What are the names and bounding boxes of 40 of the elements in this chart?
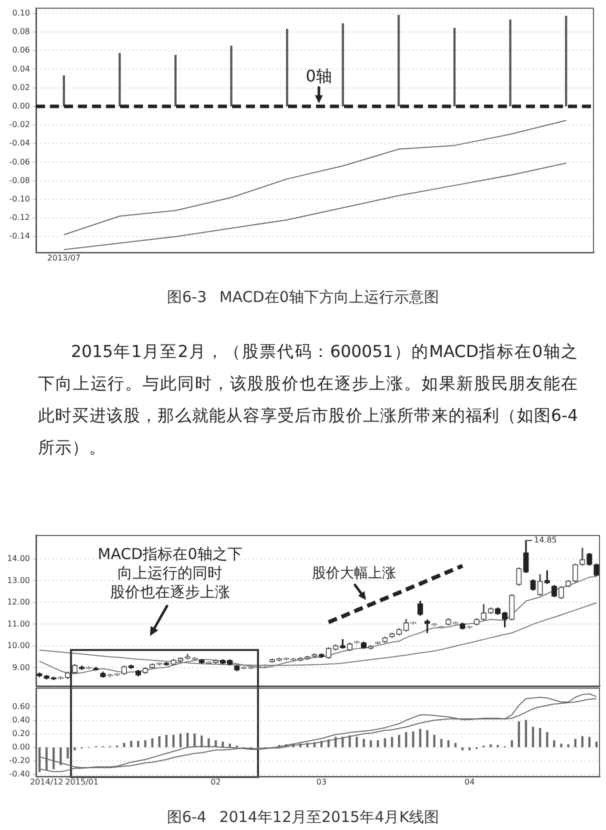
ref-line-label: 0轴 xyxy=(306,66,332,86)
text: 2015年1月至2月，（股票代码：600051）的MACD指标在0轴之下向上运行。与此同时，该股股价也在逐步上涨。如果新股民朋友能在此时买进该股，那么就能从容享受后市股价上涨所带来的福利（如图6-4所示）。 xyxy=(38,341,578,459)
y-tick-label: 11.00 xyxy=(7,619,30,628)
y-tick-label: 12.00 xyxy=(7,598,30,607)
x-tick-label: 2015/01 xyxy=(65,777,98,786)
y-tick-label: -0.04 xyxy=(9,138,30,148)
y-tick-label: 0.20 xyxy=(12,728,30,738)
y-tick-label: -0.14 xyxy=(9,232,30,241)
y-tick-label: -0.02 xyxy=(9,120,30,130)
y-tick-label: 0.06 xyxy=(12,46,30,55)
y-tick-label: 0.04 xyxy=(12,64,30,74)
y-tick-label: 0.00 xyxy=(12,742,30,752)
y-tick-label: 0.02 xyxy=(12,82,30,92)
y-tick-label: 0.10 xyxy=(12,8,30,18)
text: 图6-4 2014年12月至2015年4月K线图 xyxy=(166,807,440,827)
y-tick-label: -0.20 xyxy=(9,756,30,765)
y-tick-label: 9.00 xyxy=(12,662,30,672)
y-tick-label: -0.40 xyxy=(9,769,30,778)
x-tick-label: 02 xyxy=(210,777,221,786)
y-tick-label: 0.08 xyxy=(12,27,30,36)
y-tick-label: 0.40 xyxy=(12,715,30,724)
x-tick-label: 2013/07 xyxy=(47,253,81,262)
y-tick-label: 0.00 xyxy=(12,101,30,110)
y-tick-label: 0.60 xyxy=(12,702,30,711)
y-tick-label: -0.06 xyxy=(9,157,30,166)
annotation: 14.85 xyxy=(534,536,557,545)
x-tick-label: 03 xyxy=(316,777,327,786)
text: 图6-3 MACD在0轴下方向上运行示意图 xyxy=(166,287,440,307)
y-tick-label: 14.00 xyxy=(7,554,30,564)
x-tick-label: 2014/12 xyxy=(30,777,64,786)
x-tick-label: 04 xyxy=(464,777,475,786)
y-tick-label: -0.12 xyxy=(9,213,30,222)
annotation: MACD指标在0轴之下 xyxy=(98,544,242,563)
annotation: 向上运行的同时 xyxy=(118,564,222,582)
y-tick-label: -0.08 xyxy=(9,176,30,185)
y-tick-label: 13.00 xyxy=(7,576,30,585)
y-tick-label: 10.00 xyxy=(7,641,30,650)
annotation: 股价也在逐步上涨 xyxy=(110,582,230,601)
annotation: 股价大幅上涨 xyxy=(312,566,396,582)
y-tick-label: -0.10 xyxy=(9,194,30,204)
